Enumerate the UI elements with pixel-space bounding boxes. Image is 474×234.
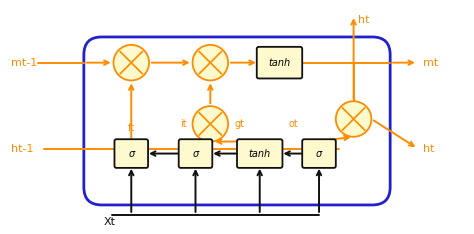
Text: ot: ot (289, 119, 298, 129)
Circle shape (192, 106, 228, 142)
Circle shape (192, 45, 228, 80)
Text: ft: ft (128, 123, 135, 133)
Circle shape (336, 101, 372, 137)
Text: σ: σ (316, 149, 322, 159)
FancyBboxPatch shape (302, 139, 336, 168)
FancyBboxPatch shape (237, 139, 283, 168)
Text: σ: σ (192, 149, 199, 159)
Text: ht: ht (423, 144, 434, 154)
Text: ht: ht (357, 15, 369, 25)
Text: mt: mt (423, 58, 438, 68)
FancyBboxPatch shape (257, 47, 302, 78)
Text: tanh: tanh (249, 149, 271, 159)
Text: it: it (180, 119, 187, 129)
FancyBboxPatch shape (84, 37, 390, 205)
Text: tanh: tanh (268, 58, 291, 68)
FancyBboxPatch shape (179, 139, 212, 168)
Text: ht-1: ht-1 (11, 144, 33, 154)
FancyBboxPatch shape (115, 139, 148, 168)
Text: Xt: Xt (104, 217, 116, 227)
Circle shape (113, 45, 149, 80)
Text: σ: σ (128, 149, 134, 159)
Text: gt: gt (234, 119, 244, 129)
Text: mt-1: mt-1 (11, 58, 37, 68)
